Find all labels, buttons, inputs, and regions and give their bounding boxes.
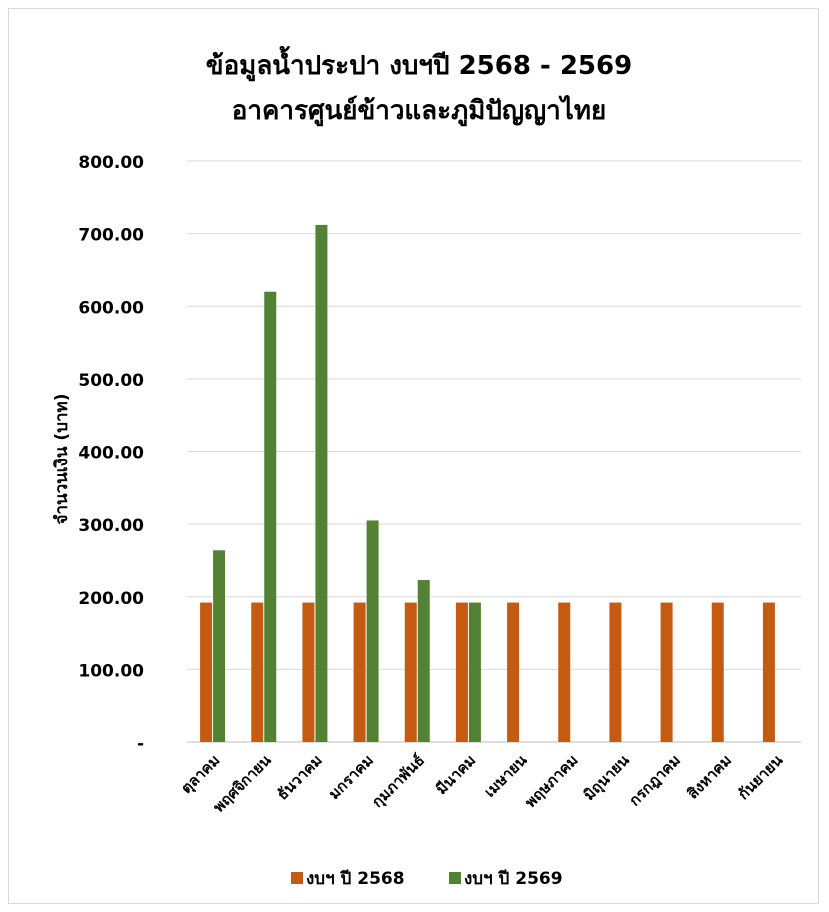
bar-2568: [609, 602, 622, 742]
y-tick-label: 600.00: [78, 298, 144, 318]
water-bill-bar-chart: ข้อมูลน้ำประปา งบฯปี 2568 - 2569 อาคารศู…: [52, 45, 801, 889]
legend-label: งบฯ ปี 2568: [306, 868, 405, 889]
bar-2568: [404, 602, 417, 742]
bar-2568: [455, 602, 468, 742]
bar-2568: [558, 602, 571, 742]
bar-2569: [417, 580, 430, 742]
chart-subtitle: อาคารศูนย์ข้าวและภูมิปัญญาไทย: [232, 94, 606, 127]
bars: [200, 224, 775, 742]
x-tick-label: สิงหาคม: [684, 751, 735, 802]
chart-frame: ข้อมูลน้ำประปา งบฯปี 2568 - 2569 อาคารศู…: [8, 8, 819, 904]
y-axis-title: จำนวนเงิน (บาท): [52, 393, 72, 524]
x-tick-label: ตุลาคม: [177, 751, 224, 798]
bar-2568: [762, 602, 775, 742]
y-tick-label: 300.00: [78, 516, 144, 536]
x-tick-label: กุมภาพันธ์: [368, 751, 429, 812]
bar-2568: [302, 602, 315, 742]
y-tick-label: 200.00: [78, 589, 144, 609]
legend: งบฯ ปี 2568 งบฯ ปี 2569: [291, 868, 563, 889]
x-tick-label: มกราคม: [325, 751, 377, 803]
legend-label: งบฯ ปี 2569: [464, 868, 563, 889]
y-tick-label: -: [137, 734, 144, 754]
y-tick-label: 400.00: [78, 444, 144, 464]
x-tick-label: เมษายน: [481, 751, 531, 801]
y-axis-ticks: - 100.00 200.00 300.00 400.00 500.00 600.00 700…: [78, 153, 144, 754]
bar-2569: [468, 602, 481, 742]
bar-2569: [213, 550, 226, 742]
x-tick-label: กรกฎาคม: [625, 751, 683, 809]
legend-swatch: [449, 872, 461, 884]
y-tick-label: 800.00: [78, 153, 144, 173]
x-tick-label: ธันวาคม: [273, 751, 325, 803]
bar-2569: [315, 224, 328, 742]
y-tick-label: 500.00: [78, 371, 144, 391]
bar-2569: [366, 520, 379, 742]
bar-2568: [353, 602, 366, 742]
bar-2568: [251, 602, 264, 742]
x-tick-label: พฤษภาคม: [521, 751, 581, 811]
y-tick-label: 700.00: [78, 226, 144, 246]
bar-2569: [264, 291, 277, 742]
legend-swatch: [291, 872, 303, 884]
y-tick-label: 100.00: [78, 661, 144, 681]
bar-2568: [507, 602, 520, 742]
x-tick-label: มีนาคม: [432, 751, 479, 798]
bar-2568: [200, 602, 213, 742]
gridlines: [187, 160, 801, 743]
x-tick-label: กันยายน: [734, 751, 787, 804]
bar-2568: [711, 602, 724, 742]
bar-2568: [660, 602, 673, 742]
chart-title: ข้อมูลน้ำประปา งบฯปี 2568 - 2569: [206, 45, 632, 82]
